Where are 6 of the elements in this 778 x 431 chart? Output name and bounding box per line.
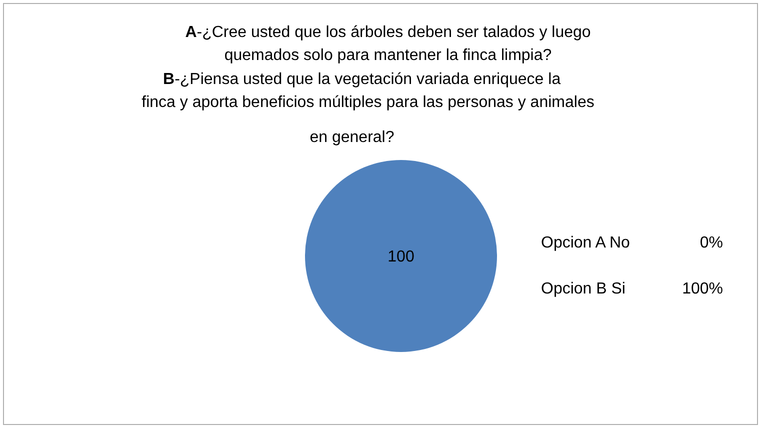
slice-label: Opcion B Si — [541, 280, 626, 298]
text: 0% — [700, 234, 723, 252]
text: 100% — [682, 280, 723, 298]
category-label: Opcion A No — [541, 234, 630, 252]
data-label: 100 — [388, 248, 414, 266]
chart-title: A-¿Cree usted que los árboles deben ser talados y luego quemados solo para mantener la finca limpia? B-¿Piensa usted que la vegetación variada enriquece la finca y aporta beneficios múltiples para las personas y animales en general? — [142, 24, 594, 146]
